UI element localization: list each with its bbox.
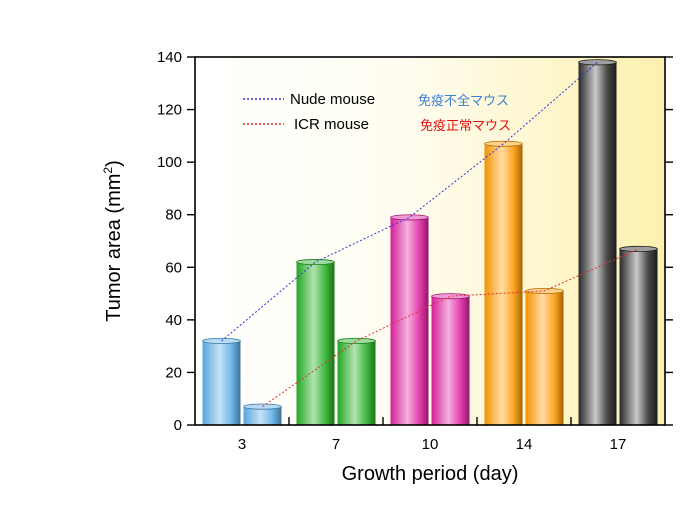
bar-nude-day-17 (578, 59, 617, 425)
plot-frame (194, 56, 666, 426)
y-tick-label: 20 (165, 364, 182, 381)
bars-layer (202, 59, 658, 425)
bar-icr-day-7 (337, 337, 376, 425)
y-tick-label: 80 (165, 207, 182, 224)
y-tick-label: 0 (174, 417, 182, 434)
bar-nude-day-3 (202, 337, 241, 425)
ticks-layer: 0 20 40 60 80 100 120 140 3 7 10 14 17 (157, 49, 673, 453)
y-axis-title: Tumor area (mm2) (101, 160, 125, 322)
x-tick-label: 3 (238, 436, 246, 453)
bar-icr-day-10 (431, 293, 470, 425)
legend-label-nude-mouse-jp: 免疫不全マウス (418, 93, 509, 109)
trend-line-nude (221, 61, 598, 342)
x-tick-label: 14 (516, 436, 533, 453)
y-tick-label: 100 (157, 154, 182, 171)
y-tick-label: 40 (165, 312, 182, 329)
y-tick-label: 60 (165, 259, 182, 276)
trend-line-icr (262, 248, 639, 408)
legend-label-icr-mouse: ICR mouse (294, 116, 369, 133)
bar-icr-day-3 (243, 403, 282, 425)
bar-icr-day-14 (525, 287, 564, 425)
trend-lines-layer (221, 61, 639, 408)
bar-nude-day-7 (296, 259, 335, 425)
x-tick-label: 17 (610, 436, 627, 453)
bar-nude-day-14 (484, 140, 523, 425)
bar-nude-day-10 (390, 214, 429, 425)
x-tick-label: 10 (422, 436, 439, 453)
x-axis-title: Growth period (day) (342, 463, 519, 485)
x-tick-label: 7 (332, 436, 340, 453)
bar-icr-day-17 (619, 245, 658, 425)
legend: Nude mouse 免疫不全マウス ICR mouse 免疫正常マウス (243, 91, 511, 134)
legend-label-icr-mouse-jp: 免疫正常マウス (420, 118, 511, 134)
legend-label-nude-mouse: Nude mouse (290, 91, 375, 108)
y-axis-title-superscript: 2 (101, 167, 115, 174)
y-tick-label: 140 (157, 49, 182, 66)
y-tick-label: 120 (157, 102, 182, 119)
